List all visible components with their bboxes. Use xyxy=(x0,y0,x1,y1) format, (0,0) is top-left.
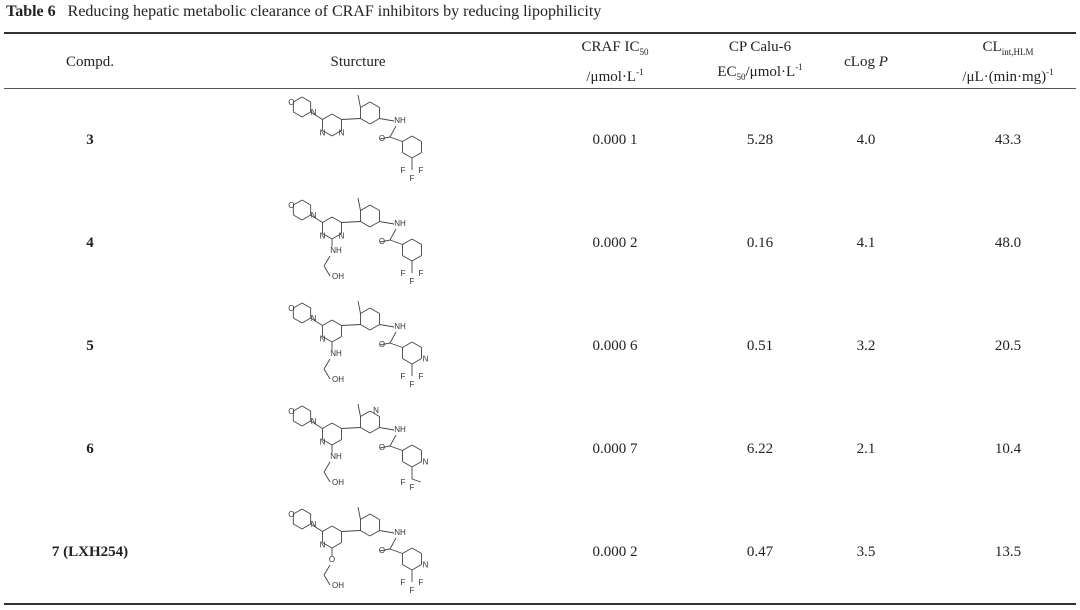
svg-text:NH: NH xyxy=(330,452,342,461)
table-row: 7 (LXH254) O N N NH O N F F F O OH 0.000 2 0.47 3.… xyxy=(0,501,1080,604)
svg-text:NH: NH xyxy=(394,528,406,537)
svg-text:N: N xyxy=(320,129,326,138)
clint-value: 20.5 xyxy=(994,338,1022,354)
table-row: 3 O N N N NH O F F F 0.000 1 5.28 4.0 43.3 xyxy=(0,89,1080,192)
svg-text:NH: NH xyxy=(330,349,342,358)
svg-text:O: O xyxy=(288,510,294,519)
svg-text:F: F xyxy=(410,174,415,183)
clogp-value: 4.0 xyxy=(856,132,876,148)
svg-text:N: N xyxy=(423,355,429,364)
table-label: Table 6 xyxy=(6,3,56,20)
svg-text:N: N xyxy=(373,406,379,415)
craf-ic50-value: 0.000 1 xyxy=(592,132,638,148)
compound-id: 5 xyxy=(86,338,94,354)
clogp-value: 4.1 xyxy=(856,235,876,251)
svg-text:O: O xyxy=(288,304,294,313)
svg-text:NH: NH xyxy=(394,116,406,125)
svg-text:N: N xyxy=(423,458,429,467)
header-compd: Compd. xyxy=(66,54,114,70)
top-rule xyxy=(4,32,1076,34)
svg-text:N: N xyxy=(311,520,317,529)
compound-id: 7 (LXH254) xyxy=(51,544,129,560)
svg-text:N: N xyxy=(311,211,317,220)
cp-calu6-value: 6.22 xyxy=(746,441,774,457)
header-clint: CLint,HLM/μL·(min·mg)-1 xyxy=(962,39,1054,85)
svg-text:O: O xyxy=(288,407,294,416)
svg-text:F: F xyxy=(410,380,415,389)
svg-text:N: N xyxy=(311,314,317,323)
svg-text:N: N xyxy=(320,335,326,344)
svg-text:F: F xyxy=(419,578,424,587)
cp-calu6-value: 0.47 xyxy=(746,544,774,560)
compound-id: 4 xyxy=(86,235,94,251)
svg-text:N: N xyxy=(339,232,345,241)
cp-calu6-value: 0.16 xyxy=(746,235,774,251)
header-cp-calu6: CP Calu-6 EC50/μmol·L-1 xyxy=(717,39,803,82)
svg-text:N: N xyxy=(311,417,317,426)
table-row: 6 O N N N NH O N F F NH OH 0.000 7 6.22 2.1 10.4 xyxy=(0,398,1080,501)
clint-value: 43.3 xyxy=(994,132,1022,148)
craf-ic50-value: 0.000 2 xyxy=(592,235,638,251)
svg-text:F: F xyxy=(401,166,406,175)
craf-ic50-value: 0.000 7 xyxy=(592,441,638,457)
svg-text:F: F xyxy=(401,372,406,381)
craf-ic50-value: 0.000 2 xyxy=(592,544,638,560)
craf-ic50-value: 0.000 6 xyxy=(592,338,638,354)
table-row: 5 O N N NH O N F F F NH OH 0.000 6 0.51 3.2 20.5 xyxy=(0,295,1080,398)
svg-text:N: N xyxy=(320,232,326,241)
clogp-value: 2.1 xyxy=(856,441,876,457)
svg-text:F: F xyxy=(410,586,415,595)
clint-value: 10.4 xyxy=(994,441,1022,457)
svg-text:F: F xyxy=(410,483,415,492)
svg-text:OH: OH xyxy=(332,581,344,590)
svg-text:O: O xyxy=(329,555,335,564)
svg-text:F: F xyxy=(401,269,406,278)
clogp-value: 3.5 xyxy=(856,544,876,560)
svg-text:F: F xyxy=(419,166,424,175)
clint-value: 48.0 xyxy=(994,235,1022,251)
header-rule xyxy=(4,88,1076,89)
clogp-value: 3.2 xyxy=(856,338,876,354)
svg-text:O: O xyxy=(288,201,294,210)
cp-calu6-value: 5.28 xyxy=(746,132,774,148)
svg-text:F: F xyxy=(410,277,415,286)
svg-text:N: N xyxy=(423,561,429,570)
cp-calu6-value: 0.51 xyxy=(746,338,774,354)
table-title: Table 6 Reducing hepatic metabolic cleara… xyxy=(6,3,601,21)
svg-text:OH: OH xyxy=(332,375,344,384)
clint-value: 13.5 xyxy=(994,544,1022,560)
svg-text:F: F xyxy=(419,372,424,381)
compound-id: 3 xyxy=(86,132,94,148)
svg-text:NH: NH xyxy=(330,246,342,255)
svg-text:N: N xyxy=(339,129,345,138)
svg-text:OH: OH xyxy=(332,272,344,281)
svg-text:F: F xyxy=(401,578,406,587)
svg-text:N: N xyxy=(311,108,317,117)
header-clogp: cLog P xyxy=(844,54,888,70)
svg-text:F: F xyxy=(419,269,424,278)
svg-text:NH: NH xyxy=(394,425,406,434)
svg-text:NH: NH xyxy=(394,322,406,331)
header-structure: Sturcture xyxy=(330,54,386,70)
svg-text:N: N xyxy=(320,541,326,550)
svg-text:N: N xyxy=(320,438,326,447)
header-craf-ic50: CRAF IC50/μmol·L-1 xyxy=(581,39,649,85)
table-row: 4 O N N N NH O F F F NH OH 0.000 2 0.16 4.1 48.0 xyxy=(0,192,1080,295)
table-caption: Reducing hepatic metabolic clearance of … xyxy=(67,3,602,20)
svg-text:OH: OH xyxy=(332,478,344,487)
svg-text:F: F xyxy=(401,478,406,487)
compound-id: 6 xyxy=(86,441,94,457)
svg-text:NH: NH xyxy=(394,219,406,228)
bottom-rule xyxy=(4,603,1076,605)
svg-text:O: O xyxy=(288,98,294,107)
